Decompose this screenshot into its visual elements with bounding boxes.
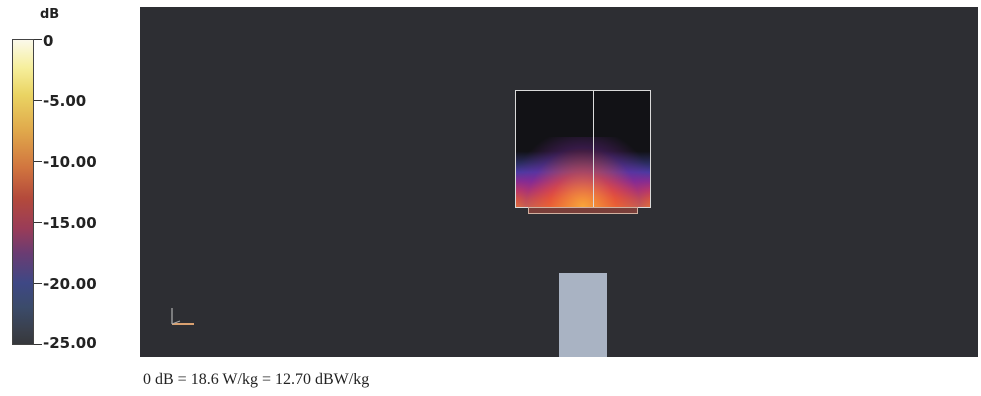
colorbar-label-10: -10.00 <box>43 153 97 171</box>
antenna-base <box>528 207 638 214</box>
colorbar-label-25: -25.00 <box>43 334 97 352</box>
phantom-divider-line <box>593 91 594 207</box>
colorbar-tick <box>34 222 42 223</box>
device-block <box>559 273 607 357</box>
axes-triad-icon <box>171 308 194 325</box>
colorbar-label-20: -20.00 <box>43 275 97 293</box>
legend-unit-label: dB <box>40 7 60 22</box>
colorbar-tick <box>34 161 42 162</box>
colorbar-label-5: -5.00 <box>43 92 87 110</box>
colorbar-tick <box>34 100 42 101</box>
colorbar-label-15: -15.00 <box>43 214 97 232</box>
colorbar-tick <box>34 39 42 40</box>
sar-hotspot <box>516 137 650 207</box>
colorbar <box>12 39 34 345</box>
phantom-box <box>515 90 651 208</box>
colorbar-label-0: 0 <box>43 32 54 50</box>
colorbar-tick <box>34 344 42 345</box>
colorbar-tick <box>34 283 42 284</box>
scale-caption: 0 dB = 18.6 W/kg = 12.70 dBW/kg <box>143 371 370 388</box>
simulation-view <box>140 7 978 357</box>
